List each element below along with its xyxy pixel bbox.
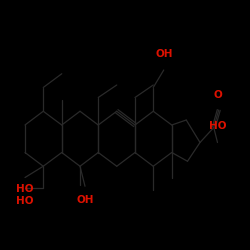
Text: HO: HO <box>209 121 226 131</box>
Text: OH: OH <box>155 49 172 59</box>
Text: O: O <box>213 90 222 100</box>
Text: HO: HO <box>16 184 34 194</box>
Text: HO: HO <box>16 196 34 206</box>
Text: OH: OH <box>76 195 94 205</box>
